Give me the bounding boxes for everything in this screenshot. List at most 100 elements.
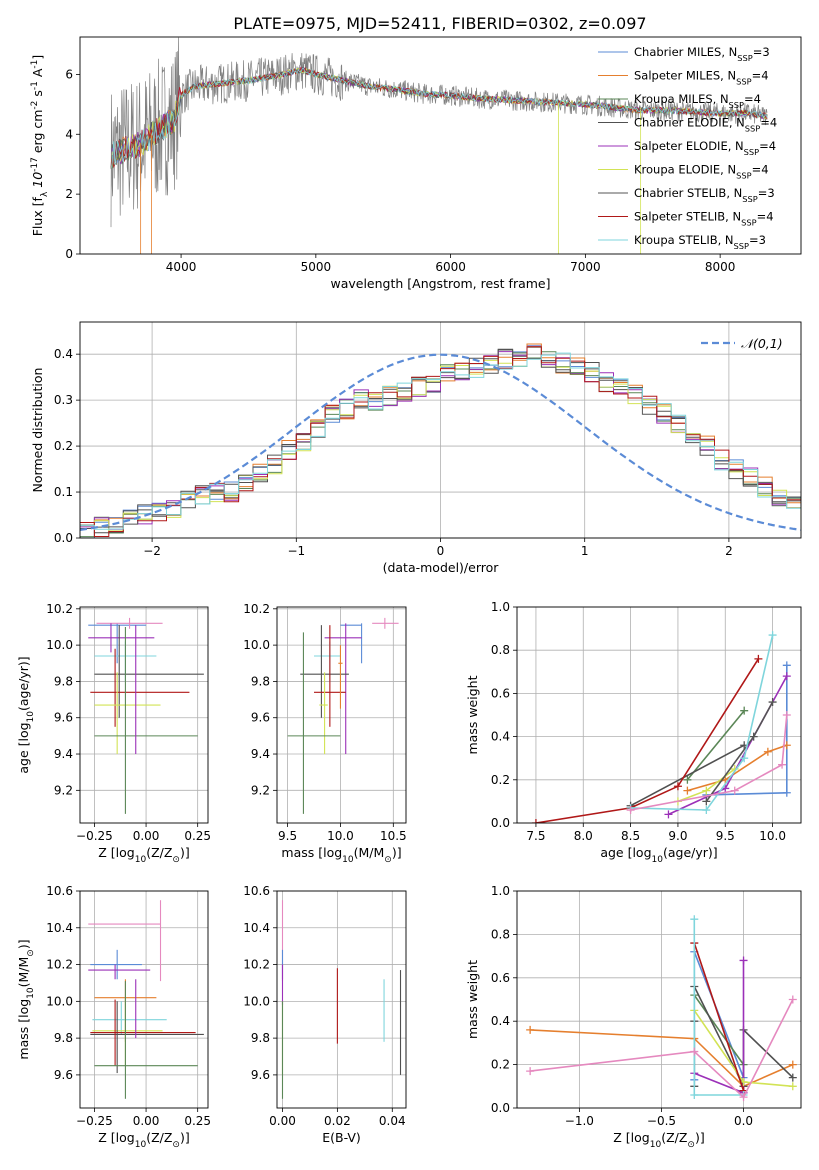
y-tick-label: 10.0 (46, 994, 73, 1008)
panel-weight_vs_age: 7.5 8.0 8.5 9.0 9.5 10.0 0.0 0.2 0.4 0.6 0.8 1.0 age… (465, 600, 802, 865)
weight-marker (782, 788, 791, 797)
y-tick-label: 9.8 (251, 674, 270, 688)
legend-label: Kroupa MILES, NSSP=4 (634, 92, 761, 110)
y-tick-label: 0.4 (54, 347, 73, 361)
weight-marker (788, 1082, 797, 1091)
x-tick-label: 0.00 (133, 1114, 160, 1128)
x-tick-label: 0 (437, 544, 445, 558)
x-tick-label: 8.0 (574, 829, 593, 843)
x-tick-label: 8000 (705, 260, 736, 274)
legend-label: 𝒩(0,1) (741, 336, 783, 351)
weight-marker (739, 956, 748, 965)
x-tick-label: 5000 (301, 260, 332, 274)
x-tick-label: 0.00 (269, 1114, 296, 1128)
weight-marker (740, 706, 749, 715)
weight-marker (778, 760, 787, 769)
axes-frame (79, 606, 209, 824)
x-tick-label: 10.0 (327, 829, 354, 843)
weight-marker (768, 631, 777, 640)
y-tick-label: 9.6 (251, 711, 270, 725)
y-tick-label: 9.6 (54, 1068, 73, 1082)
plot-area (110, 37, 768, 254)
y-tick-label: 10.0 (46, 638, 73, 652)
y-tick-label: 0.3 (54, 393, 73, 407)
weight-marker (664, 810, 673, 819)
x-axis-label: (data-model)/error (383, 560, 500, 575)
y-tick-label: 9.4 (54, 747, 73, 761)
x-tick-label: 9.0 (668, 829, 687, 843)
weight-marker (626, 806, 635, 815)
legend-label: Kroupa STELIB, NSSP=3 (634, 233, 766, 251)
x-tick-label: 8.5 (621, 829, 640, 843)
axes-frame (276, 606, 407, 824)
x-tick-label: 7000 (570, 260, 601, 274)
weight-marker (782, 661, 791, 670)
weight-line (686, 710, 745, 781)
x-tick-label: −1.0 (565, 1114, 594, 1128)
histogram-series (80, 346, 801, 537)
y-tick-label: 0.2 (491, 1058, 510, 1072)
histogram-series (80, 346, 801, 532)
legend-label: Salpeter MILES, NSSP=4 (634, 69, 769, 87)
histogram-series (80, 345, 801, 530)
y-tick-label: 1.0 (491, 884, 510, 898)
weight-line (535, 658, 760, 823)
x-axis-label: Z [log10(Z/Z⊙)] (98, 1130, 189, 1150)
axes-frame (79, 890, 209, 1109)
y-tick-label: 0.8 (491, 927, 510, 941)
weight-marker (690, 1047, 699, 1056)
y-tick-label: 9.2 (54, 783, 73, 797)
y-tick-label: 6 (65, 67, 73, 81)
spectrum-model-line (110, 67, 768, 169)
panel-age_vs_mass: 9.5 10.0 10.5 9.2 9.4 9.6 9.8 10.0 10.2 mass [log… (243, 602, 406, 865)
plot-area (281, 900, 402, 1099)
y-tick-label: 0.6 (491, 686, 510, 700)
y-tick-label: 10.2 (243, 958, 270, 972)
y-tick-label: 9.8 (251, 1031, 270, 1045)
axes-frame (79, 321, 802, 539)
figure-title: PLATE=0975, MJD=52411, FIBERID=0302, z=0… (233, 14, 646, 33)
x-tick-label: 0.0 (734, 1114, 753, 1128)
x-tick-label: 0.25 (184, 1114, 211, 1128)
weight-marker (702, 806, 711, 815)
y-tick-label: 9.8 (54, 1031, 73, 1045)
weight-line (530, 999, 794, 1099)
plot-area (526, 915, 797, 1102)
weight-marker (683, 775, 692, 784)
weight-marker (702, 786, 711, 795)
y-tick-label: 9.6 (54, 711, 73, 725)
x-tick-label: −0.25 (76, 829, 113, 843)
weight-marker (788, 995, 797, 1004)
y-tick-label: 9.8 (54, 674, 73, 688)
weight-marker (739, 1093, 748, 1102)
histogram-series (80, 349, 801, 528)
weight-marker (754, 654, 763, 663)
histogram-series (80, 352, 801, 530)
y-tick-label: 2 (65, 187, 73, 201)
y-axis-label: mass weight (465, 960, 480, 1039)
y-tick-label: 0.8 (491, 643, 510, 657)
x-tick-label: 4000 (166, 260, 197, 274)
x-axis-label: Z [log10(Z/Z⊙)] (98, 845, 189, 865)
x-tick-label: 10.0 (759, 829, 786, 843)
x-tick-label: 0.04 (379, 1114, 406, 1128)
legend-label: Chabrier MILES, NSSP=3 (634, 45, 770, 63)
x-tick-label: 6000 (435, 260, 466, 274)
x-tick-label: 9.5 (278, 829, 297, 843)
weight-line (630, 744, 745, 807)
x-tick-label: 0.25 (184, 829, 211, 843)
legend-label: Kroupa ELODIE, NSSP=4 (634, 163, 769, 181)
y-tick-label: 0 (65, 247, 73, 261)
weight-marker (702, 797, 711, 806)
weight-marker (740, 754, 749, 763)
y-axis-label: Flux [fλ 10-17 erg cm-2 s-1 A-1] (30, 55, 50, 237)
y-tick-label: 9.6 (251, 1068, 270, 1082)
panel-residuals: −2 −1 0 1 2 0.0 0.1 0.2 0.3 0.4 (data-model)/error… (30, 321, 802, 575)
x-tick-label: −0.25 (76, 1114, 113, 1128)
y-tick-label: 10.2 (46, 602, 73, 616)
y-tick-label: 10.2 (243, 602, 270, 616)
x-tick-label: 10.5 (380, 829, 407, 843)
weight-line (530, 1029, 794, 1088)
weight-marker (673, 782, 682, 791)
